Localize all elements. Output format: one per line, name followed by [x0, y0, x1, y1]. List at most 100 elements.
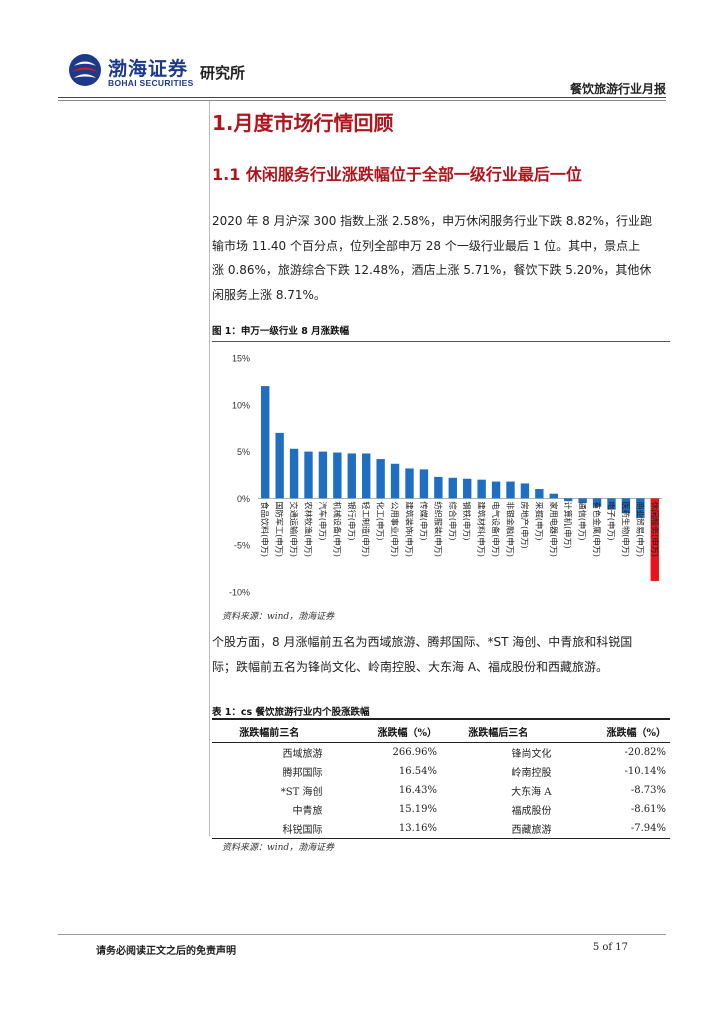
table-header-row: 涨跌幅前三名 涨跌幅（%） 涨跌幅后三名 涨跌幅（%）: [212, 718, 670, 743]
category-label: 有色金属(申万): [592, 501, 602, 557]
bar-电气设备(申万): [491, 481, 501, 499]
left-margin-rule: [209, 101, 210, 836]
category-label: 房地产(申万): [520, 501, 530, 548]
category-label: 钢铁(申万): [462, 501, 472, 540]
bar-食品饮料(申万): [261, 386, 270, 499]
bar-建筑材料(申万): [477, 479, 486, 499]
y-tick-label: -5%: [234, 541, 250, 551]
category-label: 化工(申万): [376, 501, 386, 540]
category-label: 建筑装饰(申万): [405, 501, 415, 557]
table-cell: 岭南控股: [511, 768, 552, 779]
category-label: 轻工制造(申万): [361, 501, 371, 557]
category-label: 休闲服务(申万): [650, 501, 660, 557]
table-cell: 福成股份: [511, 806, 552, 817]
bar-银行(申万): [347, 453, 356, 499]
category-label: 商业贸易(申万): [635, 501, 645, 557]
page-number: 5 of 17: [592, 942, 628, 953]
logo-company-en: BOHAI SECURITIES: [108, 78, 194, 88]
category-label: 电子(申万): [607, 501, 617, 540]
bar-交通运输(申万): [289, 448, 299, 499]
figure-rule: [212, 341, 670, 342]
category-label: 综合(申万): [448, 501, 458, 540]
bar-传媒(申万): [419, 469, 429, 499]
table-cell: -7.94%: [555, 819, 670, 839]
company-logo: 渤海证券 BOHAI SECURITIES: [68, 52, 268, 92]
figure-source: 资料来源：wind，渤海证券: [222, 612, 335, 622]
bar-通信(申万): [578, 498, 587, 504]
table-cell: 西域旅游: [282, 749, 323, 760]
section-heading: 1.月度市场行情回顾: [212, 111, 394, 135]
y-tick-label: 5%: [237, 447, 250, 457]
paragraph-line: 涨 0.86%，旅游综合下跌 12.48%，酒店上涨 5.71%，餐饮下跌 5.…: [212, 263, 652, 277]
category-label: 医药生物(申万): [621, 501, 631, 557]
bar-化工(申万): [376, 459, 385, 499]
category-label: 食品饮料(申万): [260, 501, 270, 557]
category-label: 采掘(申万): [534, 501, 544, 540]
table-cell: 锋尚文化: [511, 749, 552, 760]
bar-房地产(申万): [520, 483, 530, 499]
bohai-logo-icon: [69, 54, 101, 86]
category-label: 家用电器(申万): [549, 501, 559, 557]
institute-label: 研究所: [200, 64, 246, 82]
category-label: 公用事业(申万): [390, 501, 400, 557]
category-label: 汽车(申万): [318, 501, 328, 540]
bar-休闲服务(申万): [650, 498, 659, 581]
bar-家用电器(申万): [549, 493, 558, 499]
table-cell: 13.16%: [326, 819, 441, 839]
table-cell: -10.14%: [624, 766, 666, 777]
paragraph-line: 际；跌幅前五名为锋尚文化、岭南控股、大东海 A、福成股份和西藏旅游。: [212, 659, 609, 674]
table-row: 西域旅游 266.96% 锋尚文化 -20.82%: [212, 743, 670, 763]
table-cell: 大东海 A: [511, 787, 552, 798]
bar-钢铁(申万): [463, 478, 472, 499]
table-cell: 16.43%: [398, 785, 437, 796]
bar-电子(申万): [607, 498, 616, 510]
bar-建筑装饰(申万): [405, 468, 414, 499]
subsection-heading: 1.1 休闲服务行业涨跌幅位于全部一级行业最后一位: [212, 165, 582, 184]
paragraph-market-review: 2020 年 8 月沪深 300 指数上涨 2.58%，申万休闲服务行业下跌 8…: [212, 209, 670, 307]
category-label: 机械设备(申万): [332, 501, 342, 557]
table-row: 科锐国际 13.16% 西藏旅游 -7.94%: [212, 819, 670, 839]
category-label: 交通运输(申万): [289, 501, 299, 557]
bar-计算机(申万): [564, 498, 573, 502]
table-cell: 腾邦国际: [282, 768, 323, 779]
y-tick-label: 10%: [232, 400, 250, 410]
industry-return-chart: 15% 10% 5% 0% -5% -10% 食品饮料(申万) 国防军工(申万) 交通运输(申万…: [229, 354, 662, 598]
bar-有色金属(申万): [592, 498, 602, 507]
logo-company-cn: 渤海证券: [108, 58, 189, 80]
category-label: 电气设备(申万): [491, 501, 501, 557]
table-cell: 西藏旅游: [441, 819, 556, 839]
table-header-cell: 涨跌幅后三名: [441, 718, 556, 743]
category-label: 建筑材料(申万): [477, 501, 487, 557]
table-row: *ST 海创 16.43% 大东海 A -8.73%: [212, 781, 670, 800]
category-label: 国防军工(申万): [275, 501, 285, 557]
bar-轻工制造(申万): [362, 453, 371, 499]
paragraph-line: 个股方面，8 月涨幅前五名为西域旅游、腾邦国际、*ST 海创、中青旅和科锐国: [212, 635, 633, 649]
stock-return-table: 涨跌幅前三名 涨跌幅（%） 涨跌幅后三名 涨跌幅（%） 西域旅游 266.96%…: [212, 718, 670, 839]
category-label: 农林牧渔(申万): [304, 501, 314, 557]
header-divider: [58, 97, 666, 98]
bar-商业贸易(申万): [636, 498, 645, 519]
table-title: 表 1：cs 餐饮旅游行业内个股涨跌幅: [212, 707, 370, 718]
category-label: 通信(申万): [578, 501, 588, 540]
category-label: 传媒(申万): [419, 501, 429, 540]
footer-disclaimer: 请务必阅读正文之后的免责声明: [96, 946, 236, 957]
bar-综合(申万): [448, 477, 457, 499]
table-cell: -8.61%: [630, 804, 666, 815]
bar-农林牧渔(申万): [304, 451, 313, 499]
figure-title: 图 1：申万一级行业 8 月涨跌幅: [212, 326, 350, 337]
paragraph-line: 闲服务上涨 8.71%。: [212, 287, 326, 302]
category-label: 非银金融(申万): [506, 501, 516, 557]
table-cell: 中青旅: [292, 806, 323, 817]
table-source: 资料来源：wind，渤海证券: [222, 843, 335, 853]
bar-非银金融(申万): [506, 481, 515, 499]
table-row: 中青旅 15.19% 福成股份 -8.61%: [212, 800, 670, 819]
paragraph-line: 输市场 11.40 个百分点，位列全部申万 28 个一级行业最后 1 位。其中，…: [212, 238, 641, 253]
bar-汽车(申万): [318, 451, 328, 499]
bar-国防军工(申万): [275, 432, 284, 499]
bar-机械设备(申万): [333, 452, 342, 499]
bar-采掘(申万): [535, 489, 544, 499]
table-row: 腾邦国际 16.54% 岭南控股 -10.14%: [212, 762, 670, 781]
category-label: 计算机(申万): [563, 501, 573, 548]
bar-公用事业(申万): [390, 463, 400, 499]
report-type: 餐饮旅游行业月报: [569, 82, 666, 96]
